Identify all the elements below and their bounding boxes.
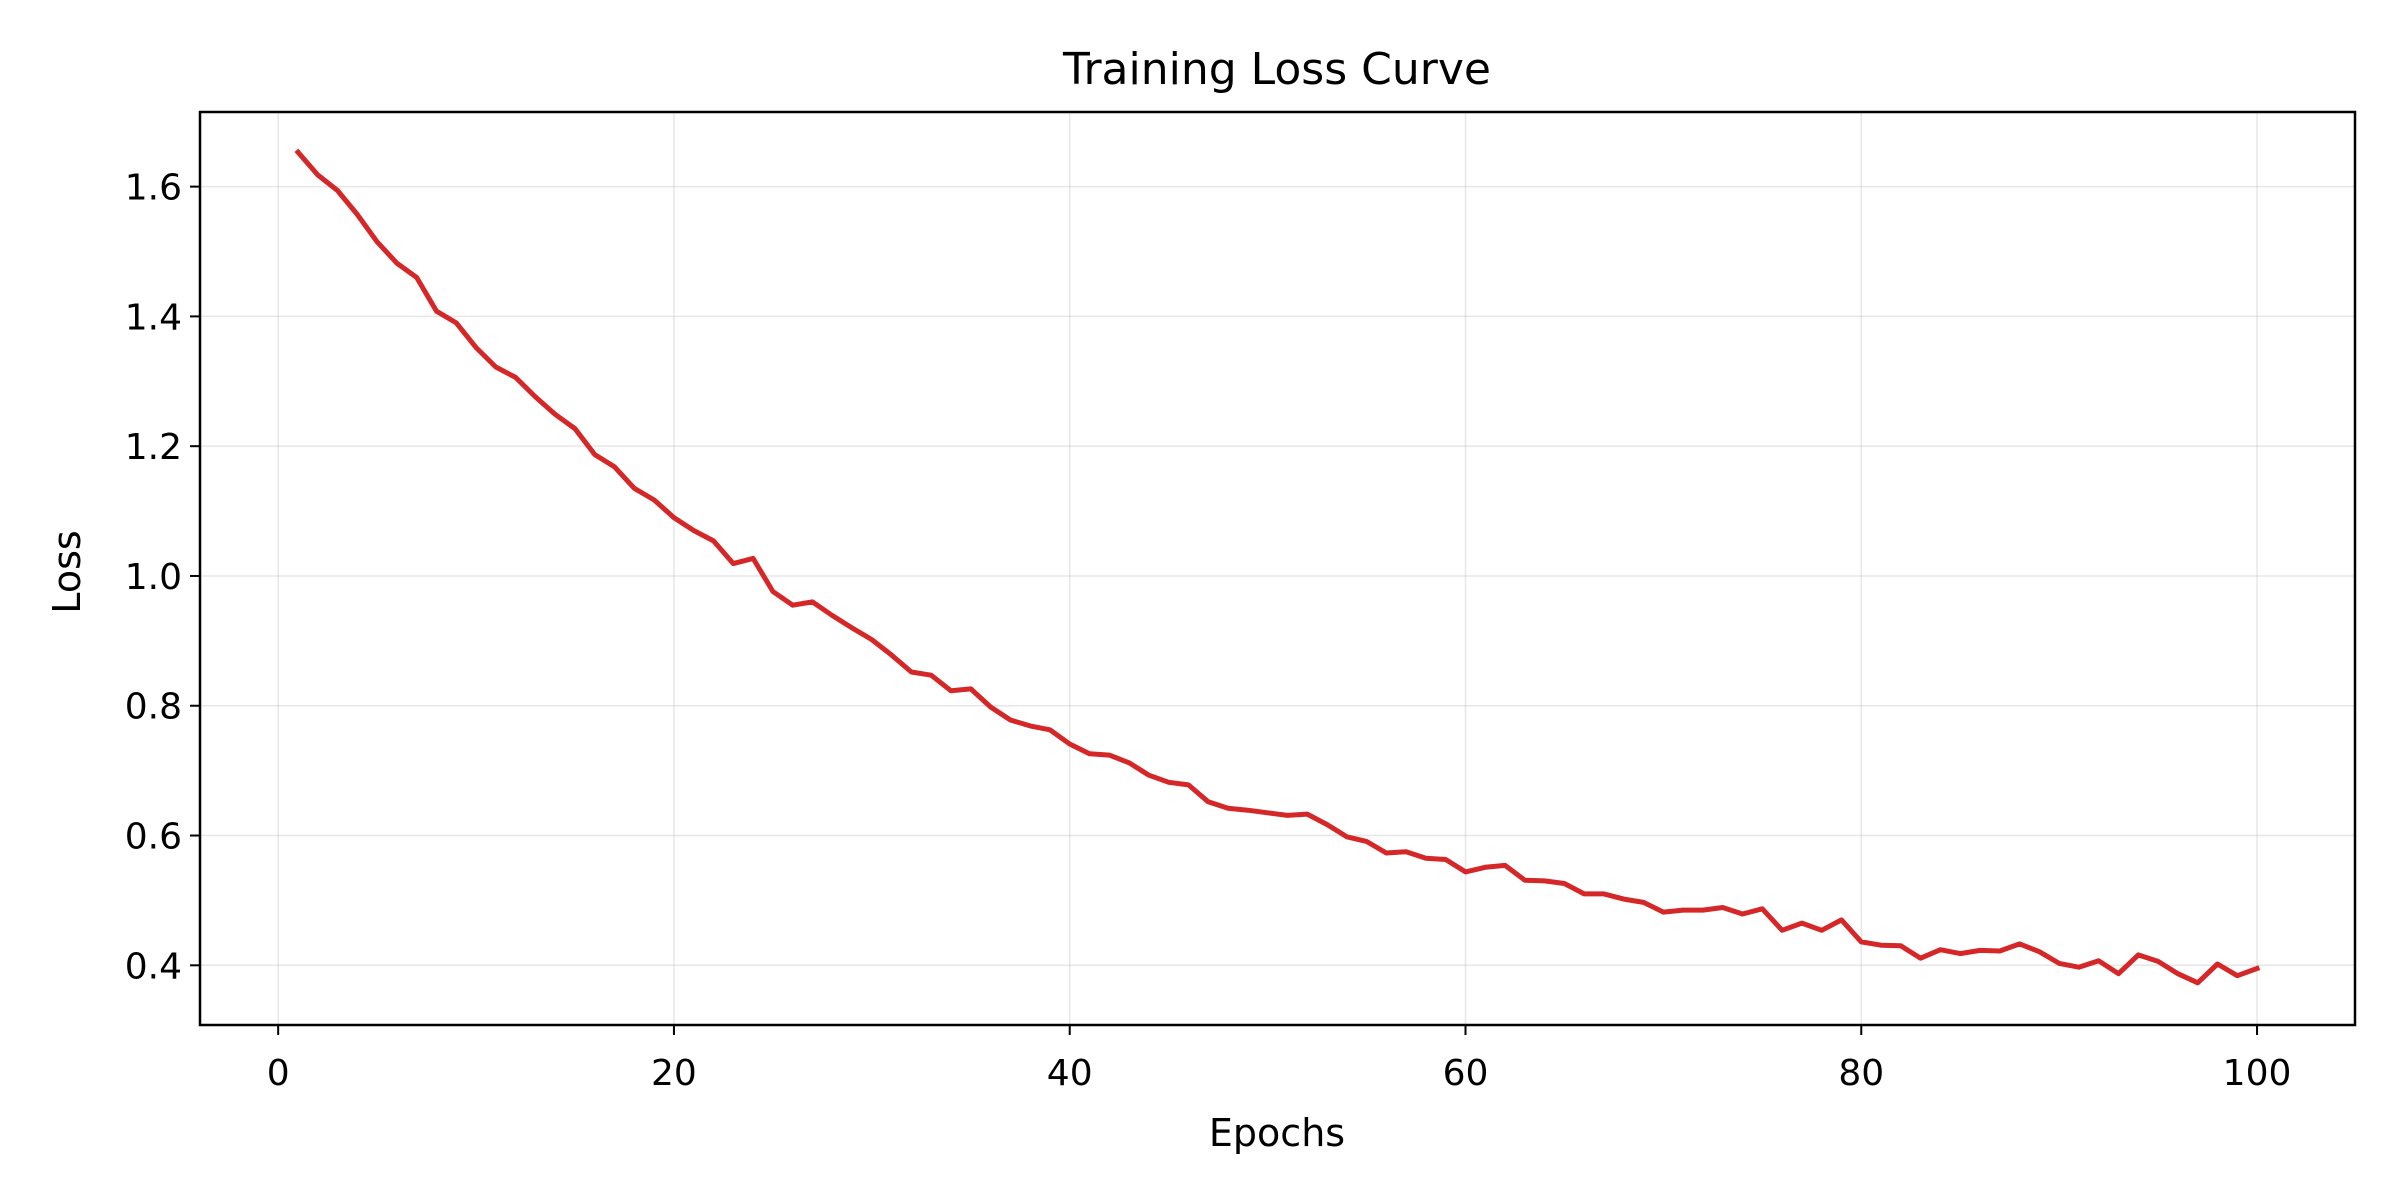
y-axis-label: Loss — [45, 530, 89, 613]
loss-line — [294, 148, 2261, 986]
x-tick-label: 20 — [651, 1053, 697, 1094]
x-tick-label: 40 — [1047, 1053, 1093, 1094]
chart-title: Training Loss Curve — [1062, 44, 1491, 95]
y-tick-label: 1.0 — [125, 557, 182, 598]
x-tick-label: 100 — [2223, 1053, 2292, 1094]
y-tick-label: 0.4 — [125, 946, 182, 987]
x-tick-label: 80 — [1838, 1053, 1884, 1094]
y-tick-label: 0.8 — [125, 687, 182, 728]
series-layer — [294, 148, 2261, 986]
y-axis-ticks: 0.4 0.6 0.8 1.0 1.2 1.4 1.6 — [125, 168, 200, 987]
x-axis-ticks: 0 20 40 60 80 100 — [267, 1025, 2292, 1094]
x-tick-label: 60 — [1443, 1053, 1489, 1094]
grid-lines — [200, 112, 2355, 1025]
y-tick-label: 1.4 — [125, 297, 182, 338]
x-axis-label: Epochs — [1209, 1111, 1345, 1155]
y-tick-label: 1.2 — [125, 427, 182, 468]
y-tick-label: 0.6 — [125, 817, 182, 858]
plot-area-frame — [198, 110, 2357, 1027]
x-tick-label: 0 — [267, 1053, 290, 1094]
y-tick-label: 1.6 — [125, 168, 182, 209]
